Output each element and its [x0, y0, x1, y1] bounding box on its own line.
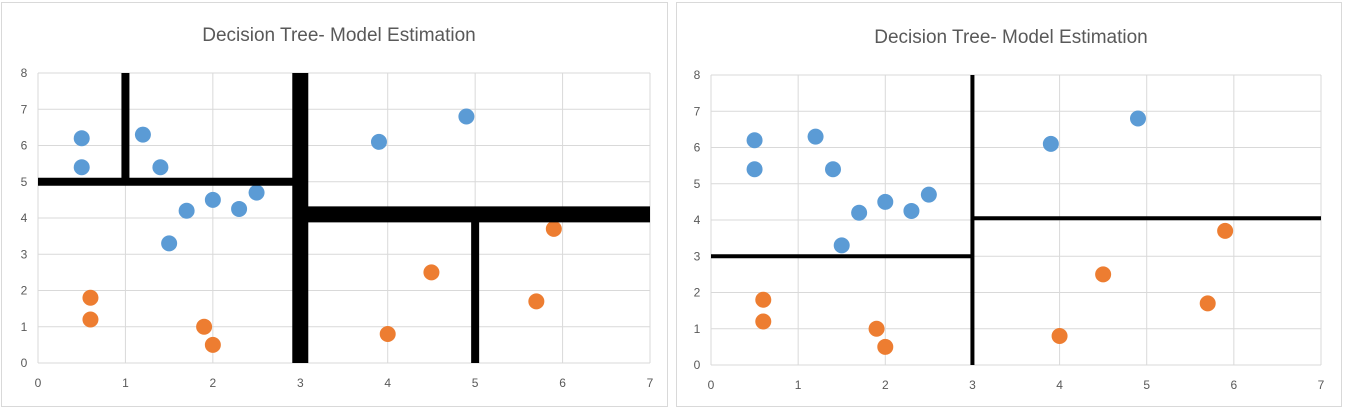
y-tick-label: 8 [694, 68, 701, 82]
data-point-series-2 [379, 326, 396, 342]
data-point-series-1 [746, 132, 763, 149]
y-tick-label: 4 [21, 211, 28, 225]
data-point-series-1 [204, 191, 221, 208]
data-point-series-1 [903, 202, 920, 219]
data-point-series-1 [231, 200, 248, 217]
data-point-series-2 [868, 320, 885, 337]
data-point-series-1 [1130, 110, 1146, 127]
chart-title: Decision Tree- Model Estimation [874, 27, 1148, 48]
x-tick-label: 3 [297, 376, 304, 390]
data-point-series-2 [1051, 328, 1068, 344]
scatter-chart-right: Decision Tree- Model Estimation 0 1 2 3 4 5 6 7… [694, 27, 1325, 392]
y-tick-label: 0 [694, 358, 701, 372]
y-tick-label: 6 [21, 139, 28, 153]
x-tick-label: 0 [708, 378, 715, 392]
data-point-series-2 [1199, 295, 1216, 312]
data-point-series-2 [82, 289, 99, 306]
y-tick-label: 8 [21, 66, 28, 80]
chart-panel-left: Decision Tree- Model Estimation 0 1 2 3 4 5 6 7… [1, 2, 668, 407]
x-tick-label: 7 [1318, 378, 1325, 392]
data-point-series-1 [73, 130, 90, 147]
data-point-series-1 [746, 161, 763, 178]
data-point-series-1 [152, 159, 169, 176]
x-tick-label: 6 [559, 376, 566, 390]
data-point-series-1 [807, 128, 824, 145]
y-tick-label: 1 [21, 320, 28, 334]
y-tick-label: 6 [694, 141, 701, 155]
x-tick-label: 0 [35, 376, 42, 390]
scatter-chart-left: Decision Tree- Model Estimation 0 1 2 3 4 5 6 7… [21, 25, 654, 390]
data-point-series-1 [134, 126, 151, 143]
data-point-series-2 [877, 338, 894, 355]
x-tick-label: 6 [1231, 378, 1238, 392]
x-tick-label: 2 [882, 378, 889, 392]
data-point-series-2 [755, 291, 772, 308]
y-tick-label: 0 [21, 356, 28, 370]
data-point-series-2 [755, 313, 772, 330]
y-tick-label: 2 [694, 286, 701, 300]
data-point-series-2 [528, 293, 545, 310]
y-tick-label: 5 [694, 177, 701, 191]
data-point-series-2 [82, 311, 99, 328]
x-tick-label: 4 [1056, 378, 1063, 392]
data-point-series-2 [1217, 222, 1234, 239]
y-tick-label: 3 [21, 247, 28, 261]
plot-area [710, 74, 1322, 366]
y-tick-label: 2 [21, 284, 28, 298]
chart-title: Decision Tree- Model Estimation [202, 25, 476, 46]
data-point-series-1 [161, 235, 178, 252]
y-tick-label: 4 [694, 213, 701, 227]
data-point-series-2 [423, 264, 440, 281]
data-point-series-1 [370, 133, 387, 150]
y-tick-label: 7 [694, 104, 701, 118]
chart-panel-right: Decision Tree- Model Estimation 0 1 2 3 4 5 6 7… [676, 2, 1342, 407]
x-tick-label: 4 [384, 376, 391, 390]
x-tick-label: 5 [472, 376, 479, 390]
data-point-series-1 [1042, 135, 1059, 152]
data-point-series-1 [248, 184, 265, 201]
data-point-series-1 [825, 161, 841, 178]
x-tick-label: 1 [122, 376, 129, 390]
data-point-series-1 [833, 237, 850, 254]
data-point-series-1 [73, 159, 90, 176]
data-point-series-1 [877, 193, 894, 210]
data-point-series-2 [545, 220, 562, 237]
x-tick-label: 7 [647, 376, 654, 390]
y-tick-label: 7 [21, 102, 28, 116]
data-point-series-1 [178, 202, 195, 219]
plot-area [37, 72, 651, 364]
x-tick-label: 1 [795, 378, 802, 392]
data-point-series-2 [196, 318, 213, 335]
x-tick-label: 5 [1143, 378, 1150, 392]
y-tick-label: 1 [694, 322, 701, 336]
data-point-series-1 [920, 186, 937, 203]
x-tick-label: 3 [969, 378, 976, 392]
data-point-series-1 [851, 204, 868, 221]
data-point-series-2 [1095, 266, 1112, 283]
data-point-series-1 [458, 108, 475, 125]
data-point-series-2 [204, 336, 221, 353]
y-tick-label: 3 [694, 249, 701, 263]
y-tick-label: 5 [21, 175, 28, 189]
x-tick-label: 2 [210, 376, 217, 390]
